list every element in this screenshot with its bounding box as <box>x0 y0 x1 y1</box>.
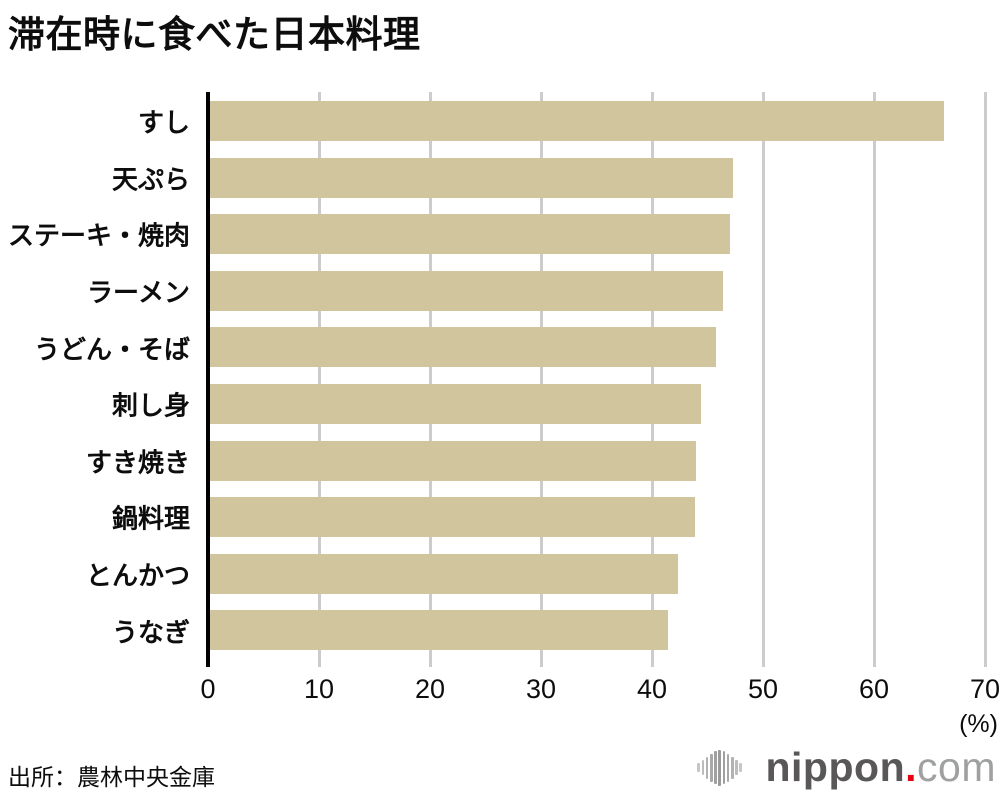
category-label: すし <box>137 107 190 138</box>
bar-rows: すし天ぷらステーキ・焼肉ラーメンうどん・そば刺し身すき焼き鍋料理とんかつうなぎ <box>0 93 1000 659</box>
bar-row: 鍋料理 <box>0 489 1000 546</box>
bar-row: うどん・そば <box>0 319 1000 376</box>
bar <box>210 101 944 141</box>
gridline <box>650 92 654 667</box>
gridline <box>428 92 432 667</box>
bar-row: ラーメン <box>0 263 1000 320</box>
category-label: とんかつ <box>85 560 190 591</box>
bar <box>210 383 701 424</box>
gridline <box>761 92 765 667</box>
source-note: 出所：農林中央金庫 <box>8 764 215 790</box>
x-tick-label: 50 <box>747 674 779 704</box>
bar <box>210 610 668 651</box>
category-label: ステーキ・焼肉 <box>7 220 190 251</box>
bar-row: ステーキ・焼肉 <box>0 206 1000 263</box>
category-label: すき焼き <box>85 447 190 478</box>
bar-row: 天ぷら <box>0 150 1000 207</box>
bar <box>210 327 717 368</box>
category-label: うなぎ <box>111 617 190 648</box>
bar-row: とんかつ <box>0 546 1000 603</box>
bar <box>210 553 678 594</box>
chart-title: 滞在時に食べた日本料理 <box>8 14 421 55</box>
x-tick-label: 70 <box>969 674 1000 704</box>
x-axis-unit-label: (%) <box>959 710 998 738</box>
y-axis-line <box>206 92 210 667</box>
bar <box>210 497 696 538</box>
logo-brand-text: nippon <box>765 744 906 790</box>
gridline <box>539 92 543 667</box>
bar-chart: すし 天ぷら ステーキ・焼肉 ラーメン うどん・そば 刺し身 すき焼き 鍋料理 とんかつ うなぎ … <box>0 92 1000 738</box>
logo-tld-text: com <box>917 744 996 790</box>
category-label: 刺し身 <box>111 390 190 421</box>
gridline <box>317 92 321 667</box>
bar <box>210 157 734 198</box>
gridline <box>872 92 876 667</box>
x-tick-label: 60 <box>858 674 890 704</box>
category-label: 天ぷら <box>111 164 190 195</box>
x-tick-label: 0 <box>200 674 216 704</box>
logo-wordmark: nippon.com <box>766 747 997 788</box>
bar-row: 刺し身 <box>0 376 1000 433</box>
soundwave-logo-icon <box>697 748 743 788</box>
x-tick-label: 10 <box>303 674 335 704</box>
x-tick-label: 30 <box>525 674 557 704</box>
bar-row: うなぎ <box>0 602 1000 659</box>
bar <box>210 440 697 481</box>
gridline <box>983 92 987 667</box>
bar <box>210 270 724 311</box>
bar-row: すき焼き <box>0 433 1000 490</box>
bar-row: すし <box>0 93 1000 150</box>
category-label: ラーメン <box>87 277 190 308</box>
bar <box>210 214 730 255</box>
category-label: 鍋料理 <box>111 503 190 534</box>
nippon-com-logo: nippon.com <box>697 747 996 788</box>
x-tick-label: 20 <box>414 674 446 704</box>
category-label: うどん・そば <box>33 334 190 365</box>
x-tick-label: 40 <box>636 674 668 704</box>
logo-dot: . <box>905 744 918 790</box>
